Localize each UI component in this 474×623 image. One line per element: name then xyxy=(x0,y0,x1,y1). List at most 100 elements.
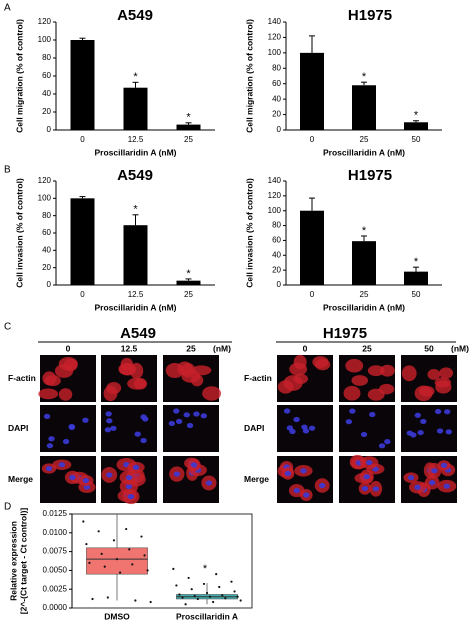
nucleus xyxy=(205,480,213,486)
data-point xyxy=(115,558,119,561)
data-point xyxy=(218,585,221,589)
panel-label: D xyxy=(4,502,11,513)
data-point xyxy=(112,539,116,542)
cell xyxy=(103,385,118,402)
y-tick-label: 0 xyxy=(277,125,282,134)
y-tick-label: 0 xyxy=(47,125,52,134)
group-title: A549 xyxy=(120,325,156,342)
nucleus xyxy=(125,474,133,481)
nucleus xyxy=(140,414,147,420)
y-axis-label: Cell migration (% of control) xyxy=(14,19,24,133)
nucleus xyxy=(436,428,444,434)
nucleus xyxy=(429,480,436,486)
y-tick-label: 100 xyxy=(38,35,52,44)
row-label: F-actin xyxy=(8,373,36,383)
nucleus xyxy=(183,412,190,418)
nucleus xyxy=(190,462,198,468)
bar xyxy=(176,280,201,285)
nucleus xyxy=(69,474,76,480)
nucleus xyxy=(445,429,452,435)
data-point xyxy=(88,561,91,564)
significance: * xyxy=(414,256,419,268)
chart-title: A549 xyxy=(117,7,153,24)
nucleus xyxy=(345,419,353,425)
nucleus xyxy=(82,477,90,484)
significance: * xyxy=(186,268,191,280)
nucleus xyxy=(132,464,140,470)
dose-label: 25 xyxy=(186,343,196,353)
cell xyxy=(127,377,147,390)
data-point xyxy=(205,591,209,595)
cell xyxy=(120,357,134,371)
y-axis-label: Cell invasion (% of control) xyxy=(14,178,24,288)
nucleus xyxy=(105,411,112,417)
nucleus xyxy=(134,431,141,437)
row-label: F-actin xyxy=(244,373,272,383)
y-tick-label: 60 xyxy=(42,228,51,237)
nucleus xyxy=(284,470,292,477)
nucleus xyxy=(414,484,421,490)
cell xyxy=(38,388,59,400)
nucleus xyxy=(48,436,55,442)
data-point xyxy=(208,595,212,598)
cell xyxy=(283,375,303,391)
bar xyxy=(70,198,95,285)
nucleus xyxy=(420,418,427,425)
x-tick-label: 25 xyxy=(360,135,369,144)
nucleus xyxy=(414,412,421,418)
y-tick-label: 0.0125 xyxy=(43,509,68,518)
nucleus xyxy=(417,429,424,436)
row-label: Merge xyxy=(8,474,33,484)
nucleus xyxy=(293,416,300,423)
data-point xyxy=(236,595,239,598)
data-point xyxy=(172,567,175,570)
y-tick-label: 80 xyxy=(272,63,281,72)
x-tick-label: 50 xyxy=(412,135,421,144)
nucleus xyxy=(173,408,180,414)
y-tick-label: 120 xyxy=(38,17,52,26)
group-title: H1975 xyxy=(323,325,367,342)
data-point xyxy=(175,584,178,587)
data-point xyxy=(118,571,122,574)
box xyxy=(86,547,148,575)
panel-label: C xyxy=(4,322,11,333)
bar xyxy=(70,40,95,130)
x-tick-label: 25 xyxy=(184,290,193,299)
y-tick-label: 60 xyxy=(272,79,281,88)
nucleus xyxy=(372,486,380,492)
y-axis-label: Relative expression xyxy=(8,521,18,601)
nucleus xyxy=(407,475,415,481)
nucleus xyxy=(106,418,113,424)
row-label: Merge xyxy=(244,474,269,484)
dose-label: 50 xyxy=(424,343,434,353)
nucleus xyxy=(318,482,326,489)
y-tick-label: 140 xyxy=(268,176,282,185)
y-tick-label: 40 xyxy=(42,89,51,98)
bar xyxy=(404,122,428,130)
nucleus xyxy=(127,494,135,500)
data-point xyxy=(106,596,109,599)
x-axis-label: Proscillaridin A (nM) xyxy=(323,147,405,157)
y-tick-label: 40 xyxy=(272,94,281,103)
y-tick-label: 80 xyxy=(272,221,281,230)
chart-title: A549 xyxy=(117,167,153,184)
bar xyxy=(123,87,148,130)
cell xyxy=(289,362,308,376)
unit-label: (nM) xyxy=(451,343,469,353)
y-tick-label: 60 xyxy=(272,236,281,245)
cell xyxy=(351,375,369,386)
cell xyxy=(191,365,212,376)
micrograph xyxy=(339,405,395,452)
data-point xyxy=(143,554,146,557)
x-axis-label: Proscillaridin A (nM) xyxy=(323,302,405,312)
nucleus xyxy=(186,422,194,429)
y-tick-label: 0 xyxy=(47,280,52,289)
bar xyxy=(352,241,376,285)
significance: * xyxy=(203,563,208,575)
nucleus xyxy=(62,438,70,445)
y-tick-label: 0.0100 xyxy=(43,528,68,537)
x-tick-label: 25 xyxy=(360,290,369,299)
significance: * xyxy=(362,71,367,83)
y-axis-label: [2^-(Ct target - Ct control)] xyxy=(18,508,28,615)
